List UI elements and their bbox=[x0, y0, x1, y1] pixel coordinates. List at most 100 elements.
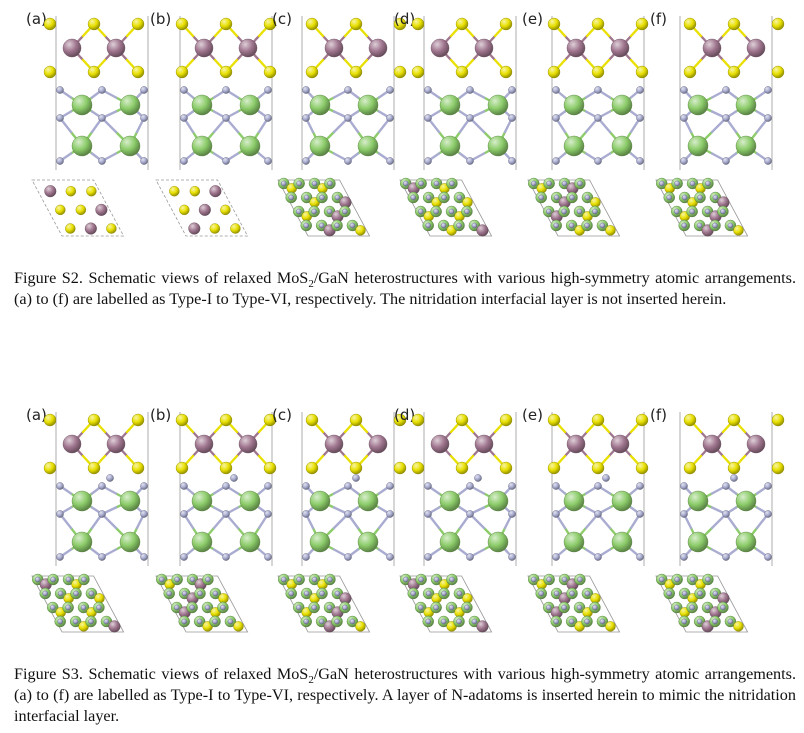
panel-label: (b) bbox=[150, 406, 171, 424]
sulfur-atom bbox=[219, 413, 233, 427]
nitrogen-adatom bbox=[352, 474, 360, 482]
molybdenum-atom bbox=[198, 203, 211, 216]
nitrogen-atom bbox=[433, 604, 439, 611]
nitrogen-atom bbox=[636, 510, 644, 518]
nitrogen-atom bbox=[303, 590, 310, 597]
nitrogen-atom bbox=[349, 222, 356, 229]
sulfur-atom bbox=[305, 17, 319, 31]
nitrogen-atom bbox=[96, 604, 102, 611]
gallium-atom bbox=[735, 94, 757, 116]
nitrogen-atom bbox=[73, 590, 79, 597]
sulfur-atom bbox=[455, 17, 469, 31]
nitrogen-atom bbox=[764, 482, 772, 490]
nitrogen-atom bbox=[546, 180, 552, 187]
gallium-atom bbox=[191, 531, 213, 553]
nitrogen-atom bbox=[722, 157, 730, 165]
nitrogen-atom bbox=[174, 576, 180, 583]
sulfur-atom bbox=[209, 223, 221, 234]
nitrogen-atom bbox=[140, 157, 148, 165]
nitrogen-atom bbox=[344, 510, 352, 518]
molybdenum-atom bbox=[368, 434, 388, 454]
nitrogen-atom bbox=[264, 86, 272, 94]
nitrogen-atom bbox=[577, 180, 583, 187]
nitrogen-atom bbox=[569, 590, 575, 597]
nitrogen-atom bbox=[553, 222, 560, 229]
sulfur-atom bbox=[43, 65, 57, 79]
nitrogen-atom bbox=[448, 604, 455, 611]
sulfur-atom bbox=[87, 17, 101, 31]
nitrogen-atom bbox=[584, 618, 590, 625]
nitrogen-atom bbox=[386, 510, 394, 518]
nitrogen-atom bbox=[471, 222, 478, 229]
nitrogen-atom bbox=[204, 604, 211, 611]
nitrogen-atom bbox=[552, 114, 560, 122]
nitrogen-atom bbox=[140, 86, 148, 94]
nitrogen-atom bbox=[553, 194, 560, 201]
nitrogen-atom bbox=[205, 576, 211, 583]
sulfur-atom bbox=[87, 461, 101, 475]
gallium-atom bbox=[687, 531, 709, 553]
nitrogen-atom bbox=[561, 208, 567, 215]
nitrogen-atom bbox=[319, 194, 325, 201]
nitrogen-atom bbox=[386, 86, 394, 94]
nitrogen-atom bbox=[425, 194, 432, 201]
molybdenum-atom bbox=[474, 434, 494, 454]
nitrogen-atom bbox=[594, 157, 602, 165]
nitrogen-atom bbox=[386, 553, 394, 561]
sulfur-atom bbox=[411, 17, 425, 31]
nitrogen-atom bbox=[318, 618, 325, 625]
molybdenum-atom bbox=[566, 38, 586, 58]
figure-s3: (a) (b) (c) (d) (e) (f) bbox=[0, 396, 804, 650]
nitrogen-atom bbox=[712, 222, 718, 229]
nitrogen-atom bbox=[456, 194, 463, 201]
figure-s3-caption-rest: /GaN heterostructures with various high-… bbox=[14, 665, 796, 725]
nitrogen-adatom bbox=[602, 474, 610, 482]
sulfur-atom bbox=[131, 17, 145, 31]
nitrogen-atom bbox=[464, 208, 470, 215]
nitrogen-atom bbox=[280, 576, 287, 583]
sulfur-atom bbox=[55, 204, 66, 216]
gallium-atom bbox=[563, 490, 585, 512]
nitrogen-atom bbox=[34, 576, 41, 583]
nitrogen-atom bbox=[402, 576, 409, 583]
molybdenum-atom bbox=[324, 434, 344, 454]
nitrogen-atom bbox=[57, 618, 64, 625]
nitrogen-atom bbox=[681, 222, 688, 229]
gallium-atom bbox=[563, 531, 585, 553]
nitrogen-atom bbox=[466, 482, 474, 490]
sulfur-atom bbox=[591, 413, 605, 427]
molybdenum-atom bbox=[476, 620, 489, 633]
sulfur-atom bbox=[635, 413, 649, 427]
panel-label: (e) bbox=[522, 10, 543, 28]
gallium-atom bbox=[239, 490, 261, 512]
nitrogen-atom bbox=[311, 576, 318, 583]
nitrogen-atom bbox=[280, 180, 287, 187]
nitrogen-atom bbox=[334, 194, 341, 201]
sulfur-atom bbox=[75, 204, 87, 216]
nitrogen-atom bbox=[158, 576, 165, 583]
sulfur-atom bbox=[683, 461, 697, 475]
nitrogen-atom bbox=[295, 604, 302, 611]
nitrogen-atom bbox=[56, 114, 64, 122]
gallium-atom bbox=[119, 490, 141, 512]
nitrogen-atom bbox=[98, 114, 106, 122]
nitrogen-atom bbox=[56, 157, 64, 165]
nitrogen-atom bbox=[288, 590, 295, 597]
nitrogen-atom bbox=[712, 194, 719, 201]
nitrogen-atom bbox=[464, 604, 470, 611]
nitrogen-atom bbox=[689, 208, 695, 215]
nitrogen-atom bbox=[508, 482, 516, 490]
nitrogen-atom bbox=[508, 510, 516, 518]
nitrogen-atom bbox=[344, 114, 352, 122]
nitrogen-atom bbox=[311, 604, 317, 611]
nitrogen-atom bbox=[56, 553, 64, 561]
panel-label: (e) bbox=[522, 406, 543, 424]
nitrogen-atom bbox=[722, 482, 730, 490]
nitrogen-atom bbox=[311, 208, 317, 215]
nitrogen-atom bbox=[57, 590, 64, 597]
sulfur-atom bbox=[230, 223, 241, 234]
nitrogen-atom bbox=[680, 114, 688, 122]
gallium-atom bbox=[357, 490, 379, 512]
nitrogen-atom bbox=[666, 590, 673, 597]
nitrogen-atom bbox=[344, 482, 352, 490]
